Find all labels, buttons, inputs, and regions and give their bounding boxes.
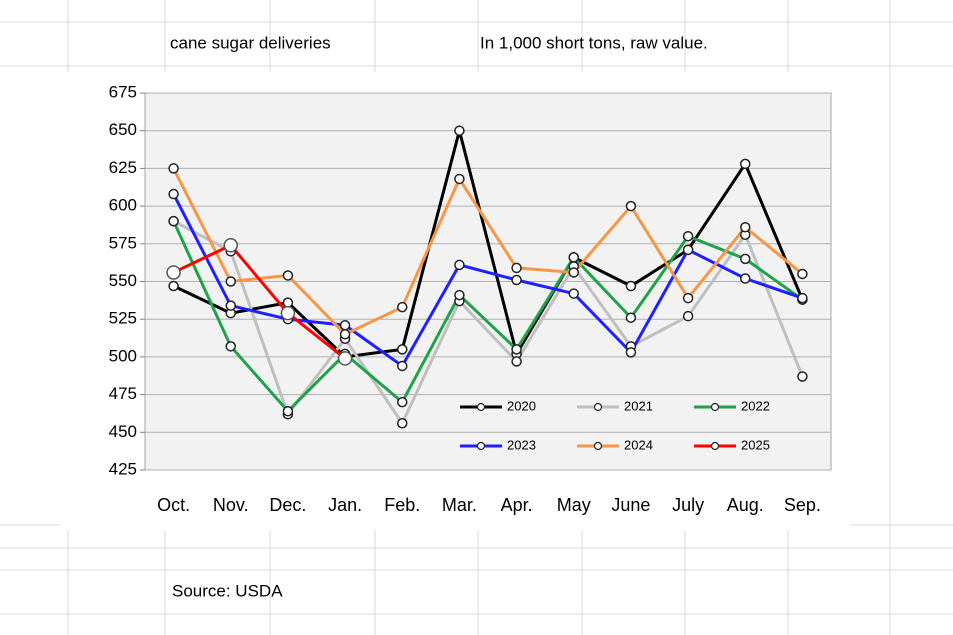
data-point bbox=[511, 356, 522, 367]
x-tick-label: Dec. bbox=[269, 495, 306, 515]
y-tick-label: 650 bbox=[109, 120, 137, 139]
data-point bbox=[740, 158, 751, 170]
y-tick-label: 425 bbox=[109, 459, 137, 478]
series-line bbox=[172, 193, 803, 369]
legend-label: 2023 bbox=[507, 437, 536, 452]
data-point bbox=[337, 351, 353, 366]
data-point bbox=[682, 292, 694, 304]
y-tick-label: 500 bbox=[109, 346, 137, 365]
data-point bbox=[223, 238, 238, 253]
data-point bbox=[280, 305, 296, 321]
data-point bbox=[454, 289, 465, 301]
data-point bbox=[339, 319, 351, 331]
data-point bbox=[682, 244, 694, 256]
data-point bbox=[740, 273, 751, 284]
legend-marker bbox=[710, 441, 720, 451]
data-point bbox=[740, 221, 751, 233]
x-tick-label: Aug. bbox=[727, 495, 764, 515]
data-point bbox=[568, 267, 579, 278]
data-point bbox=[225, 341, 236, 352]
legend-label: 2024 bbox=[624, 437, 653, 452]
y-tick-label: 575 bbox=[109, 233, 137, 252]
data-point bbox=[168, 188, 179, 200]
data-point bbox=[282, 270, 294, 281]
data-point bbox=[168, 280, 179, 292]
data-point bbox=[682, 231, 694, 242]
data-point bbox=[797, 268, 808, 280]
legend-marker bbox=[476, 402, 486, 412]
data-point bbox=[225, 300, 236, 311]
data-point bbox=[625, 312, 637, 323]
x-tick-label: May bbox=[557, 495, 591, 515]
data-point bbox=[625, 280, 637, 292]
y-tick-label: 475 bbox=[109, 384, 137, 403]
legend-label: 2022 bbox=[741, 398, 770, 413]
data-point bbox=[397, 301, 408, 313]
y-tick-label: 450 bbox=[109, 422, 137, 441]
data-point bbox=[282, 297, 294, 308]
y-tick-label: 525 bbox=[109, 309, 137, 328]
y-tick-label: 675 bbox=[109, 82, 137, 101]
legend-marker bbox=[593, 402, 603, 412]
x-tick-label: June bbox=[611, 495, 650, 515]
data-point bbox=[168, 163, 179, 174]
data-point bbox=[625, 347, 637, 358]
data-point bbox=[568, 288, 579, 299]
y-tick-label: 550 bbox=[109, 271, 137, 290]
data-point bbox=[625, 200, 637, 212]
data-point bbox=[740, 253, 751, 265]
series-line bbox=[172, 219, 804, 427]
x-tick-label: Nov. bbox=[213, 495, 249, 515]
series-line bbox=[172, 220, 804, 414]
legend-marker bbox=[593, 441, 603, 451]
legend-label: 2025 bbox=[741, 437, 770, 452]
x-tick-label: Sep. bbox=[784, 495, 821, 515]
data-point bbox=[511, 274, 522, 286]
legend-marker bbox=[710, 402, 720, 412]
series-line bbox=[172, 167, 804, 337]
y-tick-label: 625 bbox=[109, 158, 137, 177]
data-point bbox=[682, 310, 694, 322]
data-point bbox=[339, 329, 351, 340]
data-point bbox=[568, 252, 579, 263]
data-point bbox=[282, 405, 294, 417]
x-tick-label: Apr. bbox=[501, 495, 533, 515]
data-point bbox=[454, 125, 465, 136]
series-line bbox=[172, 124, 804, 359]
y-tick-label: 600 bbox=[109, 196, 137, 215]
chart-subtitle: In 1,000 short tons, raw value. bbox=[480, 33, 708, 52]
data-point bbox=[797, 292, 808, 304]
x-tick-label: Oct. bbox=[157, 495, 190, 515]
data-point bbox=[397, 360, 408, 372]
data-point bbox=[397, 344, 408, 355]
x-tick-label: July bbox=[672, 495, 704, 515]
data-point bbox=[511, 344, 522, 355]
data-point bbox=[797, 371, 808, 382]
series-line bbox=[172, 243, 347, 360]
x-tick-label: Feb. bbox=[384, 495, 420, 515]
chart-title: cane sugar deliveries bbox=[170, 33, 331, 52]
data-point bbox=[511, 262, 522, 274]
data-point bbox=[454, 173, 465, 185]
data-point bbox=[166, 265, 181, 280]
data-point bbox=[225, 276, 236, 287]
data-point bbox=[168, 215, 179, 227]
data-point bbox=[454, 259, 465, 271]
data-point bbox=[397, 418, 408, 429]
legend-marker bbox=[476, 441, 486, 451]
source-note: Source: USDA bbox=[172, 581, 283, 600]
x-tick-label: Mar. bbox=[442, 495, 477, 515]
x-tick-label: Jan. bbox=[328, 495, 362, 515]
data-point bbox=[397, 396, 408, 408]
legend-label: 2020 bbox=[507, 398, 536, 413]
legend-label: 2021 bbox=[624, 398, 653, 413]
